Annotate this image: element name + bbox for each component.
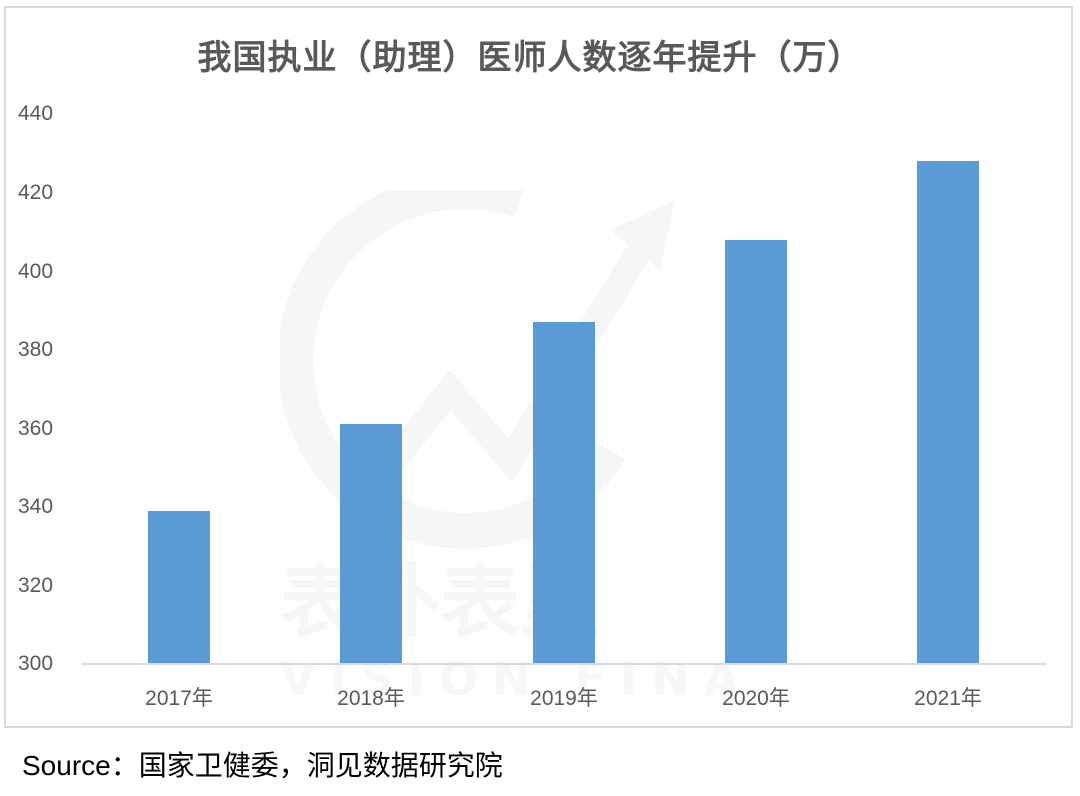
y-tick-440: 440 — [18, 102, 54, 125]
x-label-2020: 2020年 — [722, 687, 790, 710]
y-tick-380: 380 — [18, 338, 54, 361]
y-tick-360: 360 — [18, 417, 54, 440]
y-tick-400: 400 — [18, 260, 54, 283]
x-label-2019: 2019年 — [530, 687, 598, 710]
x-label-2017: 2017年 — [145, 687, 213, 710]
bar-2021年 — [917, 161, 979, 664]
x-label-2018: 2018年 — [337, 687, 405, 710]
bar-2017年 — [148, 510, 210, 664]
bar-2019年 — [533, 322, 595, 664]
y-tick-320: 320 — [18, 574, 54, 597]
bar-2020年 — [725, 239, 787, 664]
y-tick-340: 340 — [18, 495, 54, 518]
y-tick-420: 420 — [18, 181, 54, 204]
source-note: Source：国家卫健委，洞见数据研究院 — [22, 750, 503, 781]
chart-title: 我国执业（助理）医师人数逐年提升（万） — [197, 38, 863, 78]
x-axis-line — [82, 663, 1046, 665]
x-label-2021: 2021年 — [914, 687, 982, 710]
bar-2018年 — [340, 424, 402, 664]
y-tick-300: 300 — [18, 652, 54, 675]
